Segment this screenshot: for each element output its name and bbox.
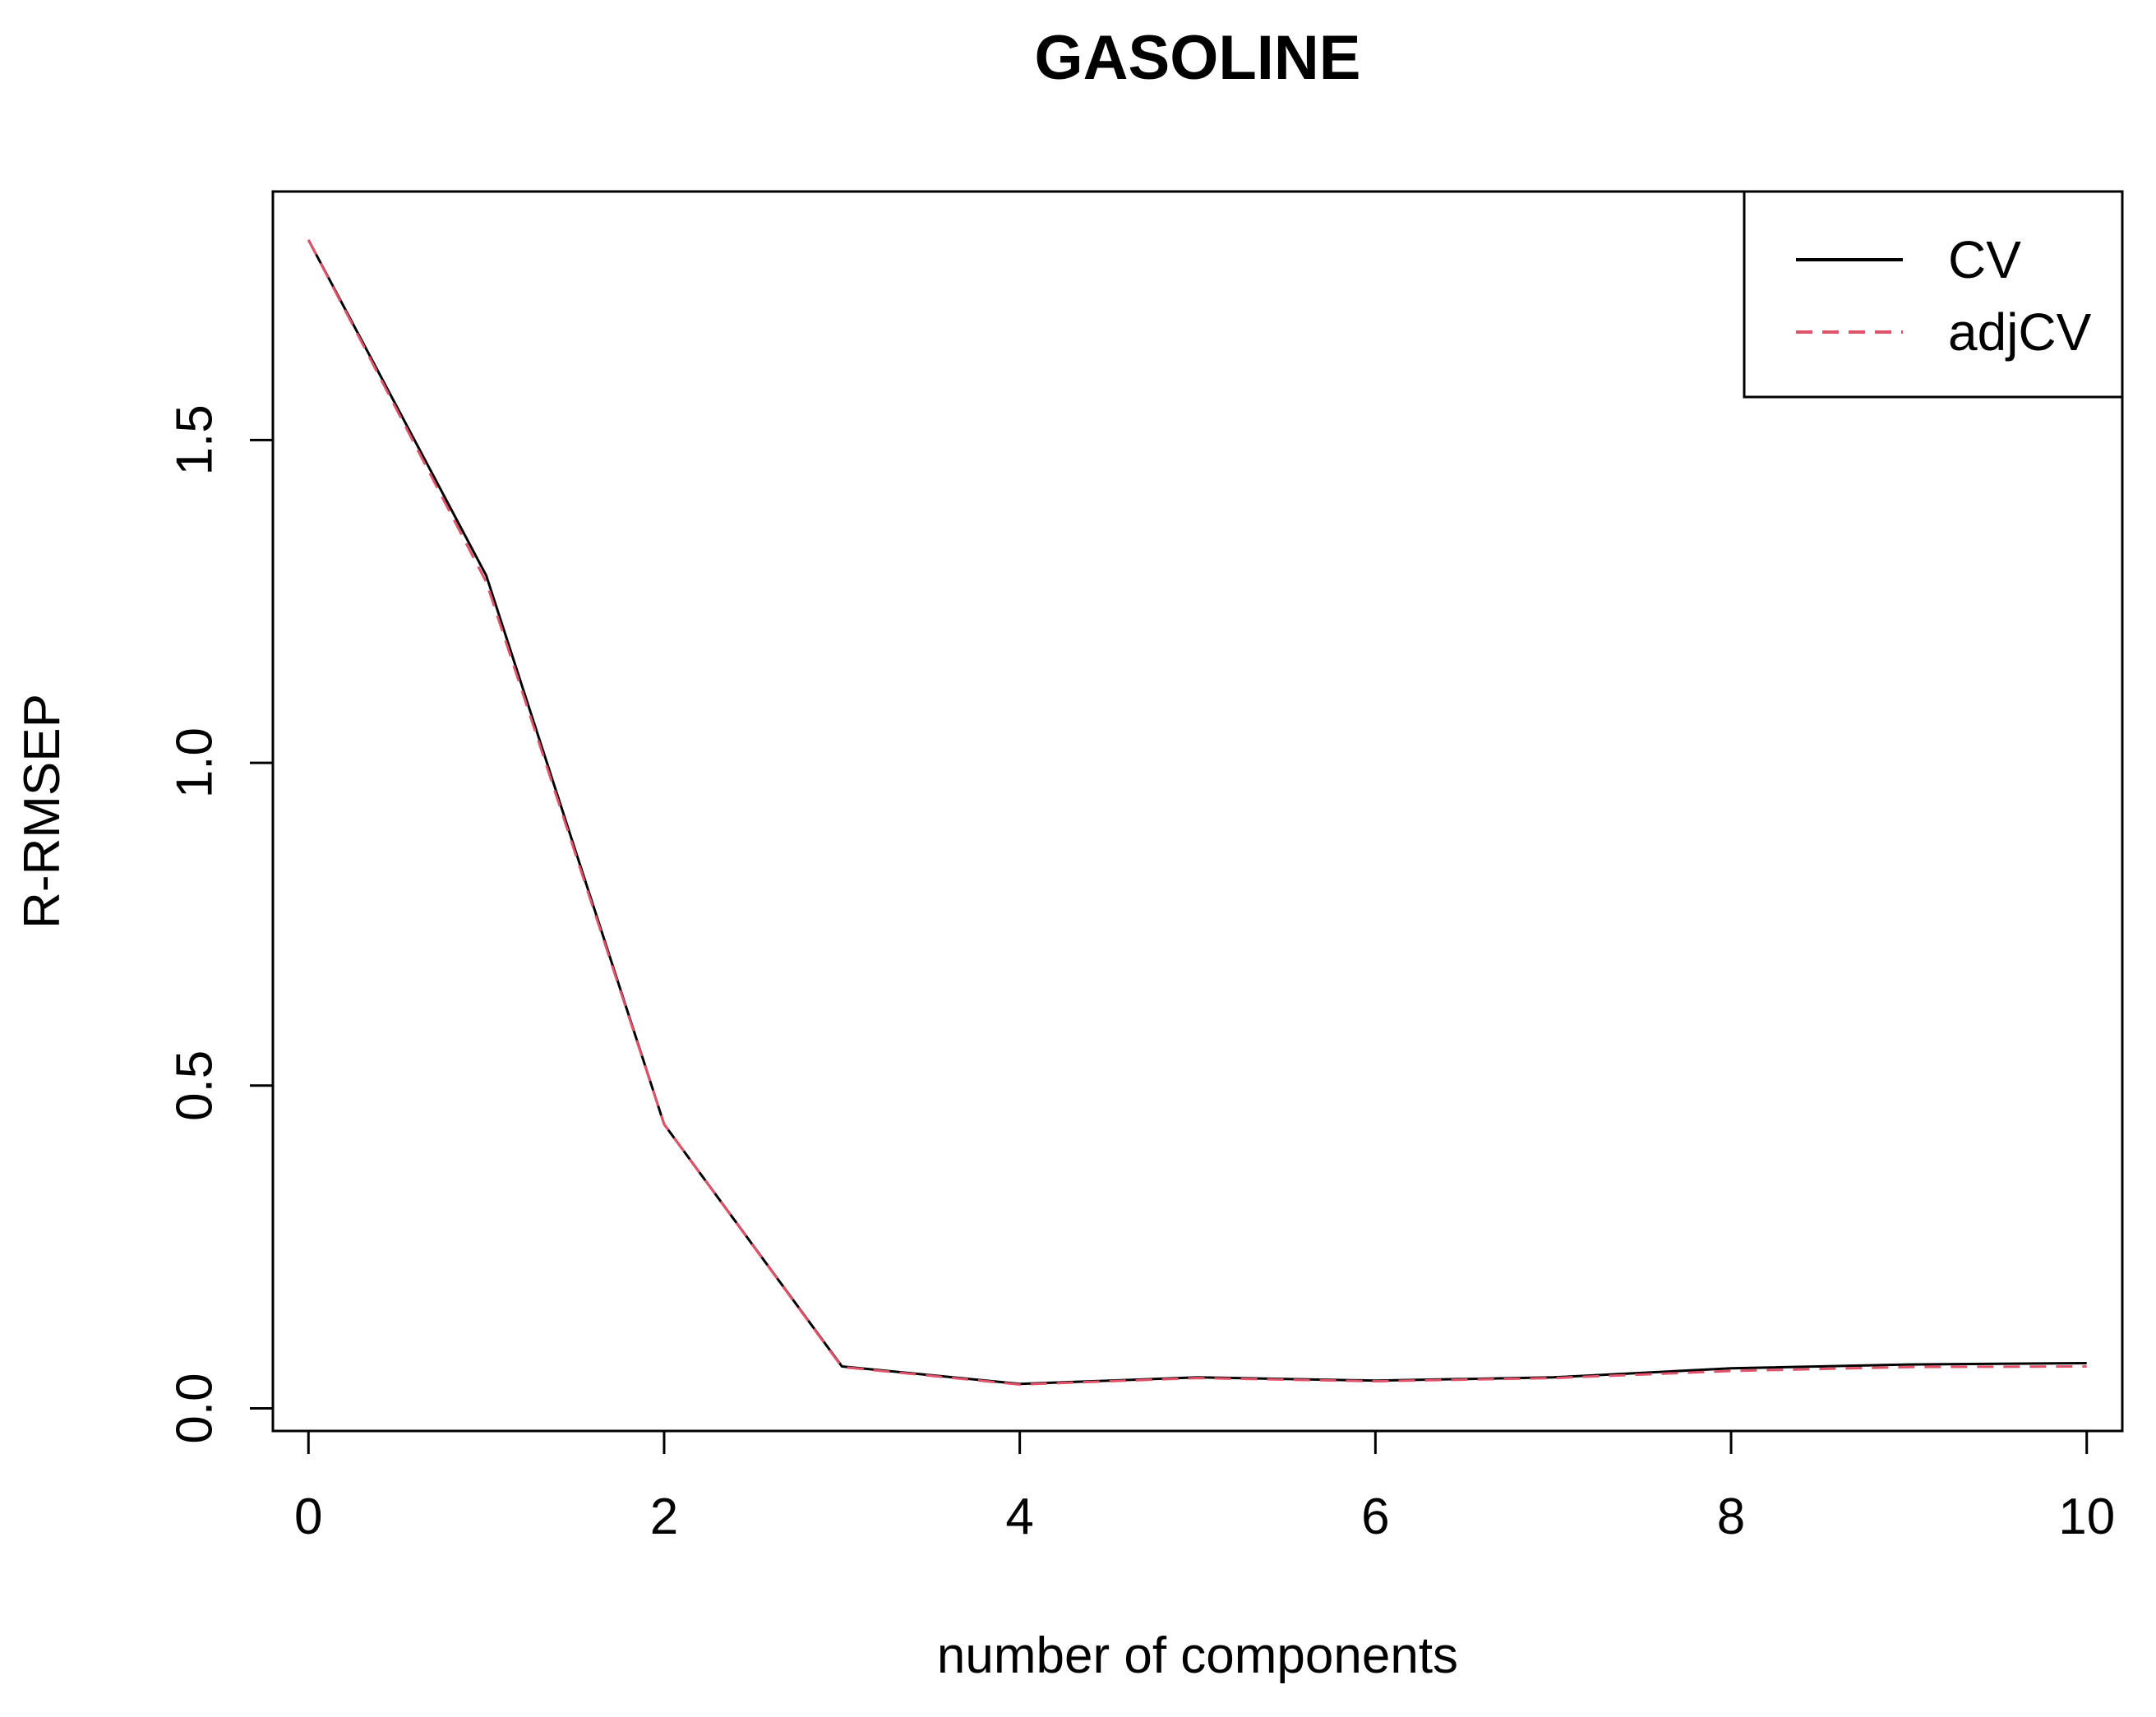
y-tick-label: 1.5 xyxy=(167,404,224,475)
x-tick-label: 10 xyxy=(2058,1489,2115,1545)
legend-label-adjcv: adjCV xyxy=(1948,302,2092,362)
y-tick-label: 1.0 xyxy=(167,727,224,798)
x-tick-label: 4 xyxy=(1005,1489,1033,1545)
x-tick-label: 8 xyxy=(1717,1489,1745,1545)
legend-label-cv: CV xyxy=(1948,230,2021,289)
legend: CV adjCV xyxy=(1743,190,2124,399)
y-axis-label: R-RMSEP xyxy=(14,694,71,929)
chart-title: GASOLINE xyxy=(1035,23,1361,93)
series-line-adjcv xyxy=(307,239,2087,1386)
y-tick-label: 0.5 xyxy=(167,1050,224,1121)
legend-box xyxy=(1743,190,2124,399)
y-axis-ticks: 0.0 0.5 1.0 1.5 xyxy=(167,404,273,1444)
series-line-cv xyxy=(307,239,2087,1386)
x-tick-label: 2 xyxy=(650,1489,678,1545)
x-tick-label: 6 xyxy=(1361,1489,1389,1545)
x-axis-ticks: 0 2 4 6 8 10 xyxy=(294,1431,2115,1545)
x-axis-label: number of components xyxy=(937,1627,1458,1684)
y-tick-label: 0.0 xyxy=(167,1373,224,1443)
x-tick-label: 0 xyxy=(294,1489,322,1545)
series-group xyxy=(307,239,2087,1386)
